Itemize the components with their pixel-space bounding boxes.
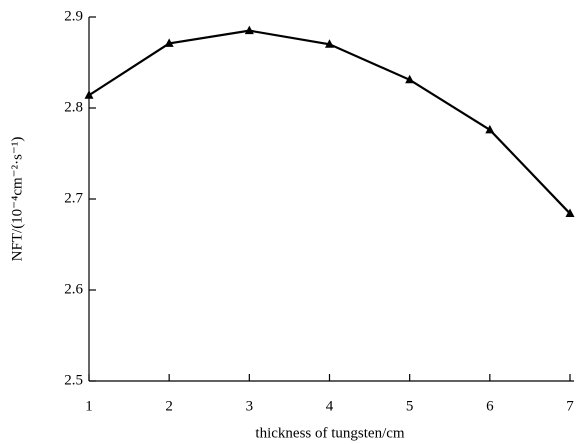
marker bbox=[84, 90, 94, 99]
marker bbox=[405, 74, 415, 84]
marker bbox=[244, 25, 254, 35]
marker bbox=[164, 38, 174, 47]
marker bbox=[485, 124, 495, 134]
x-tick-label: 4 bbox=[326, 398, 334, 414]
marker bbox=[565, 208, 575, 218]
x-tick-label: 1 bbox=[85, 398, 93, 414]
x-tick-label: 6 bbox=[486, 398, 494, 414]
y-tick-label: 2.7 bbox=[64, 190, 83, 206]
y-tick-label: 2.5 bbox=[64, 372, 83, 388]
line bbox=[88, 29, 571, 215]
y-tick-label: 2.6 bbox=[64, 281, 83, 297]
x-tick-label: 5 bbox=[406, 398, 414, 414]
x-axis-label: thickness of tungsten/cm bbox=[255, 425, 404, 441]
x-tick-label: 3 bbox=[246, 398, 254, 414]
y-tick-label: 2.9 bbox=[64, 8, 83, 24]
marker bbox=[325, 39, 334, 48]
x-tick-label: 7 bbox=[566, 398, 574, 414]
y-tick-label: 2.8 bbox=[64, 99, 83, 115]
x-tick-label: 2 bbox=[165, 398, 173, 414]
y-axis-label: NFT/(10⁻⁴cm⁻²·s⁻¹) bbox=[9, 137, 25, 262]
